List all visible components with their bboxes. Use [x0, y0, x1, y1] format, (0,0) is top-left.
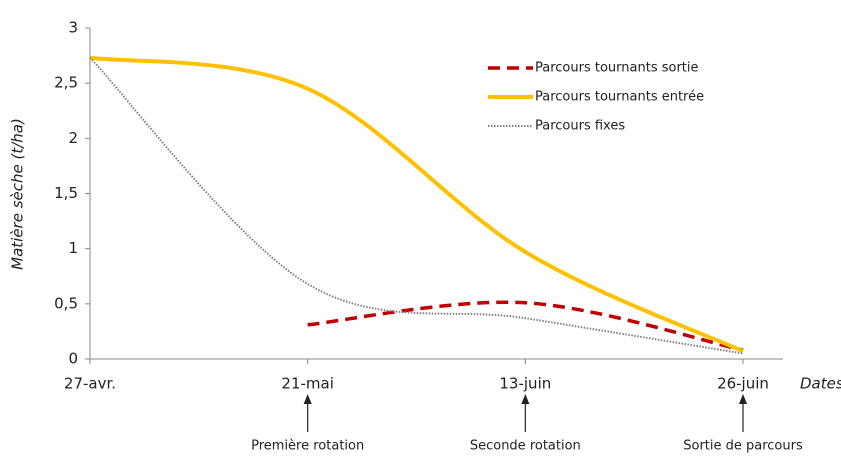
- x-tick-label: 27-avr.: [64, 375, 116, 393]
- annotation: Sortie de parcours: [683, 439, 803, 454]
- series-line: [89, 57, 744, 355]
- y-tick-label: 1: [68, 239, 78, 257]
- legend-label: Parcours tournants sortie: [535, 61, 699, 76]
- x-tick-label: 21-mai: [281, 375, 333, 393]
- y-tick-label: 1,5: [54, 184, 78, 202]
- x-tick-label: 26-juin: [717, 375, 769, 393]
- y-tick-label: 3: [68, 19, 78, 37]
- y-tick-label: 2: [68, 129, 78, 147]
- series-line: [89, 55, 744, 354]
- y-tick-label: 0: [68, 350, 78, 368]
- legend-label: Parcours fixes: [535, 119, 625, 134]
- y-tick-label: 0,5: [54, 294, 78, 312]
- annotation: Seconde rotation: [470, 439, 581, 454]
- y-axis-label: Matière sèche (t/ha): [9, 118, 27, 270]
- arrow-head: [303, 394, 312, 404]
- x-tick-label: 13-juin: [499, 375, 551, 393]
- y-tick-label: 2,5: [54, 74, 78, 92]
- legend-label: Parcours tournants entrée: [535, 90, 704, 105]
- annotation: Première rotation: [251, 439, 364, 454]
- arrow-head: [521, 394, 530, 404]
- arrow-head: [739, 394, 747, 404]
- series-line: [307, 300, 744, 352]
- x-axis-label: Dates: [800, 375, 841, 393]
